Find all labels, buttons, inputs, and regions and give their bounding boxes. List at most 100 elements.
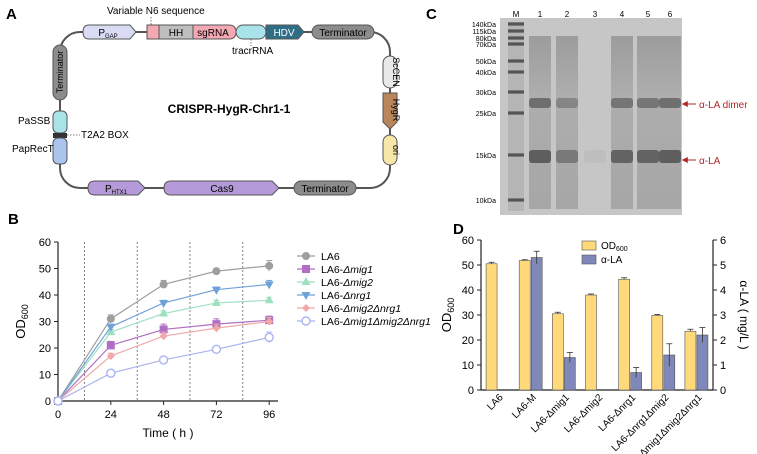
- data-point: [159, 308, 169, 317]
- hdv-segment: [265, 24, 305, 40]
- sgrna-label: sgRNA: [197, 28, 229, 39]
- data-point: [211, 297, 221, 306]
- right-y-tick-label: 1: [720, 360, 726, 372]
- od-bar: [585, 294, 597, 391]
- phtx1-promoter: [87, 180, 146, 196]
- terminator-bottom: [293, 180, 357, 196]
- ladder-band: [508, 22, 524, 26]
- data-point: [264, 332, 274, 343]
- sample-lane-smear: [529, 36, 551, 209]
- plasmid-title: CRISPR-HygR-Chr1-1: [168, 102, 291, 116]
- hygr-segment: [382, 92, 398, 130]
- sample-lane-smear: [556, 36, 578, 209]
- right-y-tick-label: 6: [720, 235, 726, 247]
- sample-lane-smear: [659, 36, 681, 209]
- ladder-label: 80kDa: [476, 36, 496, 43]
- ori-label: ori: [391, 145, 401, 155]
- ladder-label: 115kDa: [472, 29, 496, 36]
- ladder-label: 30kDa: [476, 90, 496, 97]
- panel-d-letter: D: [453, 221, 464, 238]
- x-axis-title: Time ( h ): [143, 426, 194, 440]
- series-line: [57, 336, 270, 402]
- passb-label: PaSSB: [18, 116, 51, 127]
- data-point: [106, 323, 116, 332]
- growth-curve-legend: LA6LA6-Δmig1LA6-Δmig2LA6-Δnrg1LA6-Δmig2Δ…: [297, 251, 431, 328]
- ladder-label: 70kDa: [476, 42, 496, 49]
- ladder-band: [508, 90, 524, 94]
- data-point: [265, 261, 274, 270]
- dimer-band: [611, 98, 633, 108]
- tracrrna-label: tracrRNA: [232, 46, 273, 57]
- left-y-tick-label: 50: [462, 260, 474, 272]
- ladder-label: 40kDa: [476, 70, 496, 77]
- lane-label: 2: [565, 10, 570, 19]
- terminator-top-label: Terminator: [319, 28, 367, 39]
- sccen-segment: [382, 55, 398, 89]
- svg-text:PGAP: PGAP: [98, 28, 117, 40]
- lane-label: 3: [593, 10, 598, 19]
- passb-segment: [52, 110, 68, 134]
- paprect-label: PapRecT: [12, 144, 54, 155]
- legend-label: OD600: [601, 241, 628, 253]
- y-tick-label: 40: [39, 290, 51, 302]
- growth-curve-plot: 0 10 20 30 40 50 60 0 24 48 72 96 Time ( h ) OD600: [13, 237, 278, 440]
- hh-label: HH: [169, 28, 183, 39]
- legend-marker: [302, 304, 310, 312]
- data-point: [212, 267, 221, 276]
- t2a-label: T2A2 BOX: [81, 130, 129, 141]
- right-y-tick-label: 4: [720, 285, 726, 297]
- lane-label: 6: [668, 10, 673, 19]
- ladder-label: 50kDa: [476, 59, 496, 66]
- pgap-sub: GAP: [105, 34, 118, 40]
- terminator-top: [311, 24, 375, 40]
- ladder-lane: [508, 22, 524, 211]
- panel-a-letter: A: [6, 6, 17, 23]
- pgap-promoter: PGAP: [82, 24, 137, 40]
- ladder-header: M: [513, 10, 520, 19]
- ladder-band: [508, 42, 524, 46]
- legend-label: LA6-Δmig1Δmig2Δnrg1: [321, 316, 431, 328]
- ladder-label: 10kDa: [476, 198, 496, 205]
- left-y-axis-title: OD600: [439, 298, 456, 333]
- legend-marker: [301, 277, 311, 285]
- t2a-box: [53, 133, 67, 138]
- dimer-band: [529, 98, 551, 108]
- terminator-left: [52, 44, 68, 101]
- sample-lane-smear: [637, 36, 659, 209]
- panel-c-letter: C: [426, 6, 437, 23]
- od-bar: [618, 278, 630, 391]
- cas9-segment: [163, 180, 280, 196]
- right-y-tick-label: 2: [720, 335, 726, 347]
- monomer-band: [529, 150, 551, 163]
- data-point: [158, 355, 169, 365]
- monomer-band: [659, 150, 681, 163]
- data-point: [159, 280, 168, 289]
- category-label: LA6-Δnrg1Δmig2: [610, 392, 672, 454]
- data-point: [159, 332, 168, 341]
- legend-swatch: [581, 240, 597, 251]
- od-bar: [684, 330, 697, 391]
- monomer-band: [556, 150, 578, 163]
- ladder-band: [508, 29, 524, 33]
- monomer-band: [611, 150, 633, 163]
- ladder-band: [508, 36, 524, 40]
- x-tick-label: 48: [157, 409, 169, 421]
- paprect-segment: [52, 137, 68, 165]
- monomer-annotation: α-LA: [699, 156, 721, 167]
- legend-label: LA6-Δmig2Δnrg1: [321, 303, 401, 315]
- monomer-band: [584, 150, 606, 163]
- ori-segment: [382, 134, 398, 166]
- dimer-band: [637, 98, 659, 108]
- data-point: [212, 324, 221, 333]
- od-bar: [552, 313, 564, 391]
- dimer-band: [556, 98, 578, 108]
- ladder-band: [508, 153, 524, 157]
- legend-swatch: [581, 254, 597, 265]
- y-tick-label: 50: [39, 264, 51, 276]
- sccen-label: ScCEN: [391, 57, 401, 87]
- category-label: LA6-M: [510, 392, 539, 421]
- phtx1-sub: HTX1: [112, 190, 128, 196]
- legend-label: LA6-Δnrg1: [321, 290, 371, 302]
- od-bar: [651, 315, 664, 391]
